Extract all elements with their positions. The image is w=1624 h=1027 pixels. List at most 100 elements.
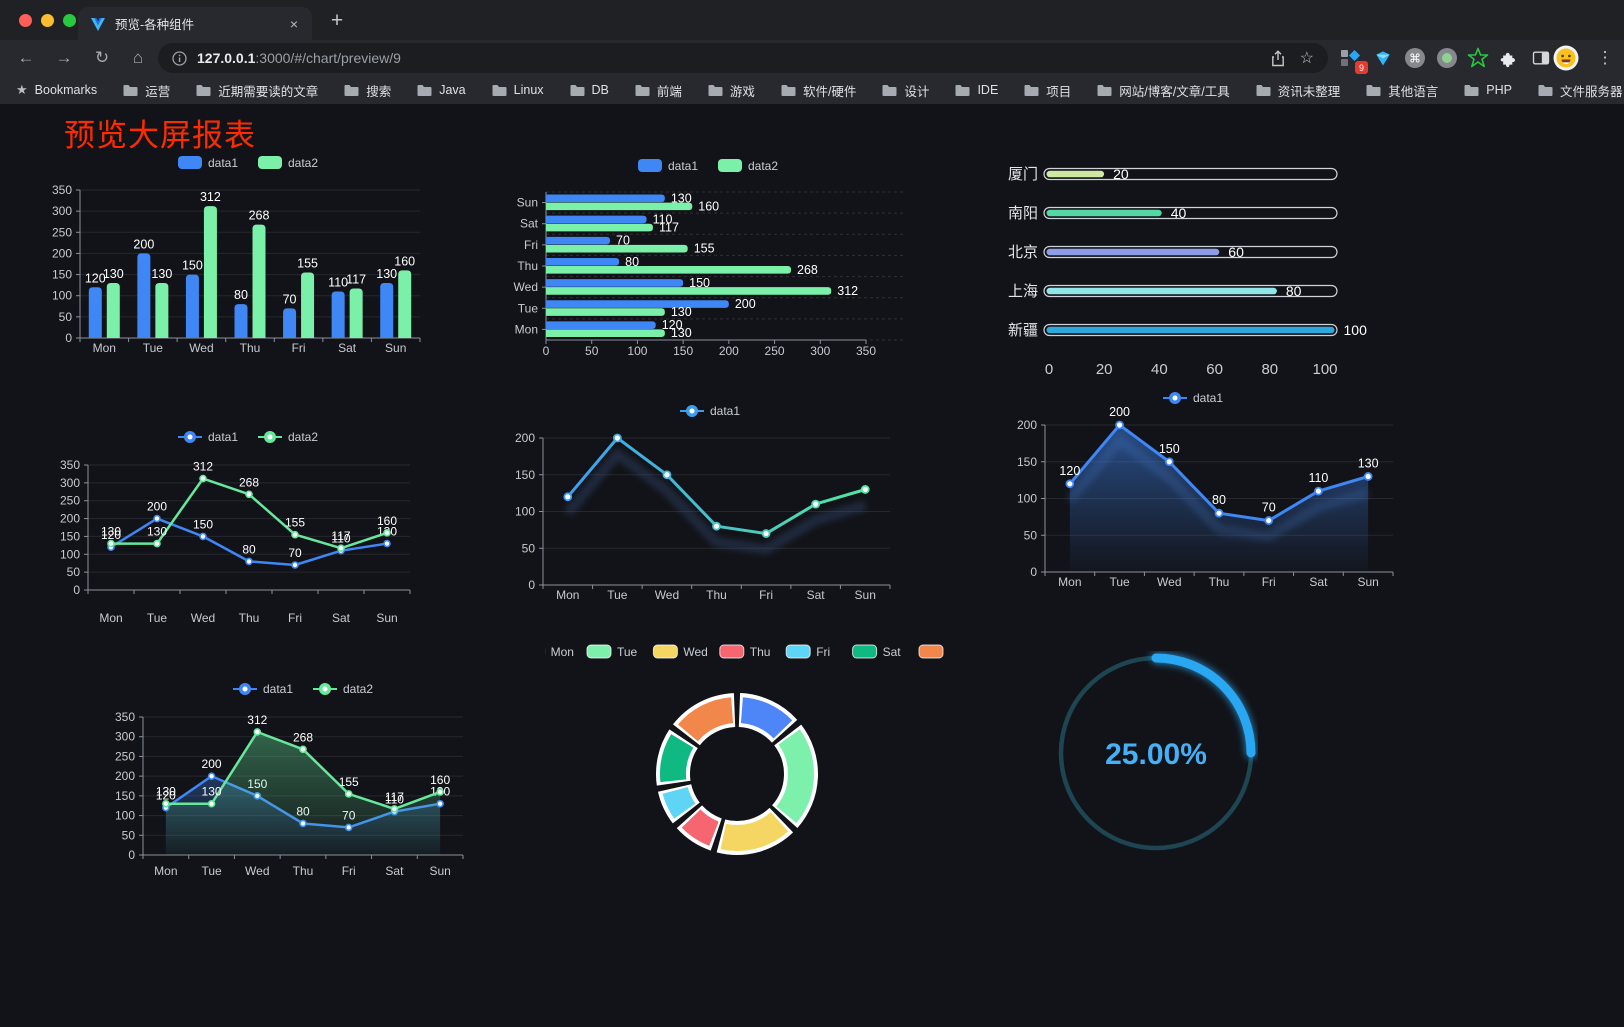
menu-kebab-icon[interactable]: ⋮ (1596, 48, 1614, 67)
green-star-extension-icon[interactable] (1465, 45, 1491, 71)
forward-icon[interactable]: → (55, 48, 73, 67)
svg-text:160: 160 (377, 514, 397, 528)
svg-text:Sun: Sun (855, 588, 876, 602)
svg-text:200: 200 (1017, 418, 1037, 432)
bookmark-label: 近期需要读的文章 (218, 84, 319, 99)
bookmark-folder-文件服务器[interactable]: 文件服务器 (1538, 81, 1623, 100)
command-extension-icon[interactable]: ⌘ (1402, 45, 1428, 71)
bookmark-folder-Java[interactable]: Java (417, 83, 466, 97)
bookmark-label: 前端 (656, 84, 682, 99)
svg-text:80: 80 (1261, 361, 1278, 378)
side-panel-icon[interactable] (1528, 45, 1554, 71)
bookmark-folder-项目[interactable]: 项目 (1024, 81, 1071, 100)
svg-text:155: 155 (297, 256, 318, 270)
bookmark-label: 资讯未整理 (1277, 84, 1341, 99)
bookmarks-bar: ★ Bookmarks 运营 近期需要读的文章 搜索 Java Linux DB 前端 游戏 软件/… (0, 76, 1624, 104)
svg-text:110: 110 (331, 532, 350, 546)
bookmark-label: IDE (977, 83, 999, 97)
svg-text:北京: 北京 (1008, 244, 1038, 261)
bookmark-folder-运营[interactable]: 运营 (123, 81, 170, 100)
svg-text:155: 155 (285, 516, 305, 530)
svg-text:200: 200 (60, 512, 80, 526)
minimize-window-button[interactable] (41, 14, 54, 27)
bookmark-folder-游戏[interactable]: 游戏 (708, 81, 755, 100)
url-text: 127.0.0.1:3000/#/chart/preview/9 (197, 50, 401, 66)
svg-text:100: 100 (515, 505, 535, 519)
svg-text:150: 150 (1017, 455, 1037, 469)
active-tab[interactable]: 预览-各种组件 × (78, 7, 312, 40)
bookmark-folder-PHP[interactable]: PHP (1464, 83, 1512, 97)
close-window-button[interactable] (19, 14, 32, 27)
svg-text:40: 40 (1171, 205, 1187, 221)
home-icon[interactable]: ⌂ (132, 48, 144, 67)
svg-text:200: 200 (202, 757, 222, 771)
tab-close-icon[interactable]: × (289, 15, 298, 32)
vue-devtools-icon[interactable] (1370, 45, 1396, 71)
svg-text:200: 200 (1109, 405, 1130, 419)
svg-text:117: 117 (346, 273, 366, 287)
svg-text:Mon: Mon (551, 645, 574, 659)
maximize-window-button[interactable] (63, 14, 76, 27)
svg-text:200: 200 (147, 500, 167, 514)
address-bar[interactable]: 127.0.0.1:3000/#/chart/preview/9 ☆ (158, 43, 1328, 73)
extension-grid-icon[interactable]: 9 (1337, 45, 1368, 74)
bookmark-folder-IDE[interactable]: IDE (955, 83, 998, 97)
extensions-puzzle-icon[interactable] (1496, 45, 1522, 71)
svg-text:150: 150 (1159, 442, 1180, 456)
bookmark-folder-近期需要读的文章[interactable]: 近期需要读的文章 (196, 81, 318, 100)
svg-text:Tue: Tue (143, 341, 164, 355)
tab-strip: 预览-各种组件 × + (0, 0, 1624, 40)
svg-text:Thu: Thu (750, 645, 771, 659)
reload-icon[interactable]: ↻ (94, 48, 110, 67)
bookmark-folder-其他语言[interactable]: 其他语言 (1366, 81, 1438, 100)
profile-avatar[interactable] (1553, 45, 1579, 71)
svg-text:Wed: Wed (655, 588, 679, 602)
page-title: 预览大屏报表 (64, 118, 256, 153)
bookmark-label: Bookmarks (34, 83, 98, 97)
svg-text:200: 200 (133, 237, 154, 251)
svg-text:70: 70 (1262, 501, 1276, 515)
svg-text:0: 0 (65, 331, 72, 345)
bookmark-folder-前端[interactable]: 前端 (635, 81, 682, 100)
svg-text:0: 0 (73, 583, 80, 597)
svg-text:80: 80 (625, 255, 639, 269)
svg-text:Sat: Sat (332, 611, 351, 625)
back-icon[interactable]: ← (17, 48, 35, 67)
bookmark-item-bookmarks[interactable]: ★ Bookmarks (16, 82, 97, 98)
bookmark-folder-资讯未整理[interactable]: 资讯未整理 (1256, 81, 1341, 100)
info-icon[interactable] (172, 50, 187, 66)
svg-text:312: 312 (837, 284, 858, 298)
browser-toolbar: ← → ↻ ⌂ 127.0.0.1:3000/#/chart/preview/9… (0, 40, 1624, 76)
folder-icon (1366, 84, 1381, 96)
bookmark-folder-网站/博客/文章/工具[interactable]: 网站/博客/文章/工具 (1097, 81, 1230, 100)
new-tab-button[interactable]: + (330, 9, 344, 32)
svg-text:Wed: Wed (514, 280, 538, 294)
folder-icon (708, 84, 723, 96)
bookmark-star-icon[interactable]: ☆ (1299, 50, 1314, 67)
bookmark-folder-搜索[interactable]: 搜索 (344, 81, 391, 100)
svg-text:268: 268 (239, 475, 259, 489)
bookmark-label: 设计 (904, 84, 930, 99)
svg-text:100: 100 (1017, 492, 1037, 506)
share-icon[interactable] (1270, 49, 1286, 67)
bookmark-folder-DB[interactable]: DB (570, 83, 609, 97)
bookmark-label: 文件服务器 (1559, 84, 1623, 99)
svg-text:117: 117 (385, 790, 404, 804)
svg-text:Tue: Tue (617, 645, 638, 659)
bookmark-folder-Linux[interactable]: Linux (492, 83, 544, 97)
svg-text:20: 20 (1096, 361, 1113, 378)
bookmark-folder-设计[interactable]: 设计 (882, 81, 929, 100)
bookmarks-star-icon: ★ (16, 82, 28, 97)
svg-text:312: 312 (200, 190, 221, 204)
chart-ring-gauge: 25.00% (1054, 651, 1258, 855)
svg-text:312: 312 (247, 713, 267, 727)
svg-text:130: 130 (147, 525, 167, 539)
svg-text:150: 150 (193, 517, 213, 531)
bookmark-label: 游戏 (729, 84, 755, 99)
recorder-extension-icon[interactable] (1434, 45, 1460, 71)
svg-text:70: 70 (288, 546, 302, 560)
bookmark-folder-软件/硬件[interactable]: 软件/硬件 (781, 81, 856, 100)
folder-icon (1538, 84, 1553, 96)
svg-text:data2: data2 (288, 156, 318, 170)
